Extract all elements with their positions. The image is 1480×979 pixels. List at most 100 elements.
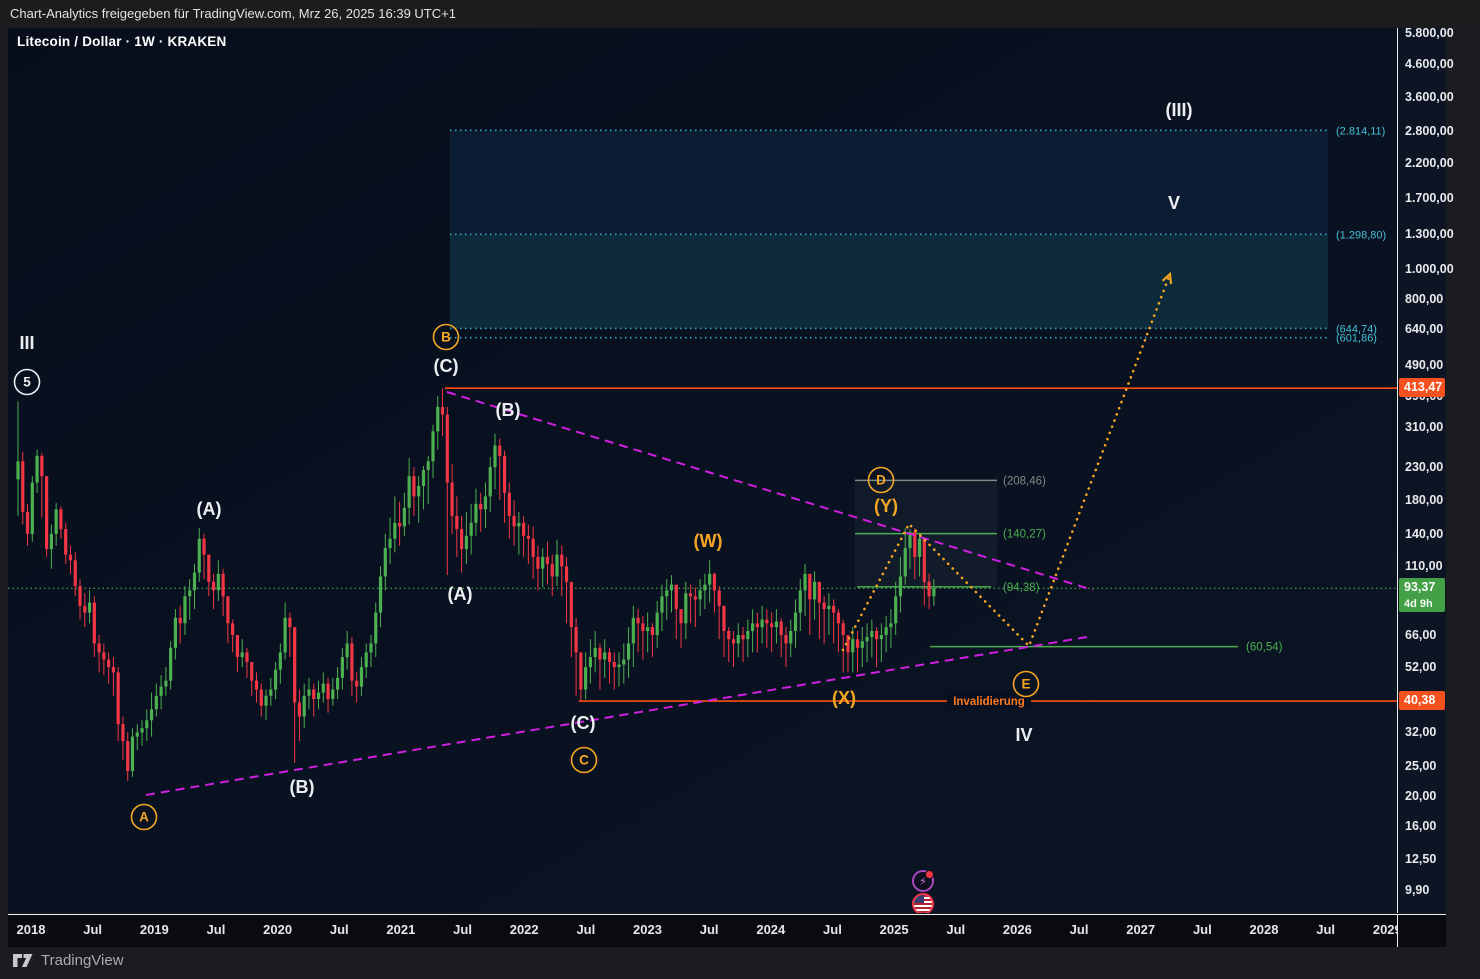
wave-label-e[interactable]: E [1012, 670, 1040, 698]
time-tick: Jul [1316, 922, 1336, 937]
target-zone-fill [450, 234, 1328, 329]
wave-label-a[interactable]: (A) [448, 584, 473, 604]
svg-text:(A): (A) [197, 499, 222, 519]
svg-text:V: V [1168, 193, 1180, 213]
alert-price-badge: 40,38 [1399, 691, 1445, 711]
price-tick: 9,90 [1405, 883, 1430, 898]
wave-label-a[interactable]: A [130, 803, 158, 831]
time-tick: 2025 [879, 922, 909, 937]
chart-canvas[interactable]: Litecoin / Dollar · 1W · KRAKEN (2.814,1… [8, 28, 1397, 913]
svg-text:(A): (A) [448, 584, 473, 604]
wave-label-b[interactable]: B [432, 323, 460, 351]
economic-event-icon[interactable]: ⚡ [912, 870, 934, 892]
time-tick: Jul [576, 922, 596, 937]
time-tick: 2026 [1002, 922, 1032, 937]
price-level-label: (94,38) [1003, 582, 1040, 594]
current-price-badge: 93,37 4d 9h [1399, 578, 1445, 613]
time-tick: Jul [83, 922, 103, 937]
price-tick: 2.800,00 [1405, 123, 1454, 138]
price-tick: 12,50 [1405, 851, 1437, 866]
wave-label-b[interactable]: (B) [496, 400, 521, 420]
svg-text:C: C [579, 753, 589, 768]
time-tick: Jul [946, 922, 966, 937]
price-tick: 2.200,00 [1405, 156, 1454, 171]
price-tick: 5.800,00 [1405, 26, 1454, 40]
wave-label-w[interactable]: (W) [694, 531, 723, 551]
time-tick: 2024 [756, 922, 786, 937]
svg-text:(W): (W) [694, 531, 723, 551]
wave-label-5[interactable]: 5 [13, 368, 41, 396]
price-level-label: (60,54) [1246, 642, 1283, 654]
wave-label-a[interactable]: (A) [197, 499, 222, 519]
price-tick: 310,00 [1405, 419, 1444, 434]
price-tick: 180,00 [1405, 493, 1444, 508]
price-tick: 4.600,00 [1405, 57, 1454, 72]
wave-label-iii[interactable]: (III) [1166, 100, 1193, 120]
chart-plot[interactable]: (2.814,11) (1.298,80) (644,74)(601,86) (208… [8, 28, 1397, 913]
price-tick: 25,00 [1405, 758, 1437, 773]
time-tick: Jul [1069, 922, 1089, 937]
time-tick: 2018 [16, 922, 46, 937]
time-tick: 2021 [386, 922, 416, 937]
price-axis[interactable]: 5.800,00 4.600,00 3.600,00 2.800,00 2.200,00… [1397, 26, 1454, 913]
target-zone-fill [450, 130, 1328, 235]
target-zone-price-label: (2.814,11) [1336, 125, 1385, 137]
projection-arrowhead [1161, 271, 1173, 285]
svg-text:(B): (B) [290, 777, 315, 797]
us-flag-event-icon[interactable] [912, 893, 934, 913]
price-tick: 32,00 [1405, 725, 1437, 740]
time-tick: 2029 [1372, 922, 1397, 937]
wave-label-iv[interactable]: IV [1015, 725, 1032, 745]
wave-label-y[interactable]: (Y) [874, 496, 898, 516]
target-zone-price-label: (644,74) [1336, 323, 1377, 335]
svg-text:(B): (B) [496, 400, 521, 420]
export-info-text: Chart-Analytics freigegeben für TradingV… [10, 6, 456, 21]
time-tick: 2020 [263, 922, 293, 937]
time-tick: 2028 [1249, 922, 1279, 937]
price-tick: 66,00 [1405, 628, 1437, 643]
tradingview-logo[interactable]: TradingView [12, 952, 124, 969]
svg-text:(C): (C) [571, 713, 596, 733]
wave-label-c[interactable]: (C) [571, 713, 596, 733]
wave-label-iii[interactable]: III [19, 333, 34, 353]
time-axis[interactable]: 2018 Jul 2019 Jul 2020 Jul 2021 Jul 2022 Jul 2023 J… [8, 914, 1446, 947]
wave-label-v[interactable]: V [1168, 193, 1180, 213]
time-tick: 2023 [633, 922, 662, 937]
bottom-bar: TradingView [0, 947, 1480, 979]
symbol-title: Litecoin / Dollar · 1W · KRAKEN [17, 34, 227, 49]
price-tick: 1.700,00 [1405, 191, 1454, 206]
price-tick: 1.300,00 [1405, 227, 1454, 242]
wave-label-c[interactable]: (C) [434, 356, 459, 376]
wave-label-d[interactable]: D [867, 466, 895, 494]
time-tick: Jul [1192, 922, 1212, 937]
price-level-label: (140,27) [1003, 529, 1046, 541]
svg-text:E: E [1021, 677, 1030, 692]
svg-text:IV: IV [1015, 725, 1032, 745]
svg-text:(C): (C) [434, 356, 459, 376]
target-zone-price-label: (1.298,80) [1336, 229, 1386, 241]
time-tick: Jul [699, 922, 719, 937]
svg-text:(III): (III) [1166, 100, 1193, 120]
invalidation-label: Invalidierung [953, 696, 1025, 708]
price-tick: 20,00 [1405, 788, 1437, 803]
invalidation-label-bg [947, 694, 1031, 709]
price-tick: 3.600,00 [1405, 90, 1454, 105]
candles [16, 388, 936, 781]
svg-text:B: B [441, 330, 451, 345]
wave-label-x[interactable]: (X) [832, 688, 856, 708]
time-tick: Jul [823, 922, 842, 937]
price-tick: 1.000,00 [1405, 262, 1454, 277]
time-tick: Jul [453, 922, 472, 937]
wave-label-b[interactable]: (B) [290, 777, 315, 797]
tradingview-logo-text: TradingView [41, 952, 124, 969]
tradingview-logo-icon [13, 954, 33, 967]
price-tick: 110,00 [1405, 559, 1443, 574]
wave-label-c[interactable]: C [570, 746, 598, 774]
trendline[interactable] [145, 636, 1088, 796]
time-tick: 2019 [139, 922, 169, 937]
price-tick: 490,00 [1405, 358, 1444, 373]
alert-price-badge: 413,47 [1399, 378, 1445, 398]
time-tick: Jul [329, 922, 349, 937]
svg-text:D: D [876, 473, 886, 488]
trendline[interactable] [446, 391, 1094, 591]
